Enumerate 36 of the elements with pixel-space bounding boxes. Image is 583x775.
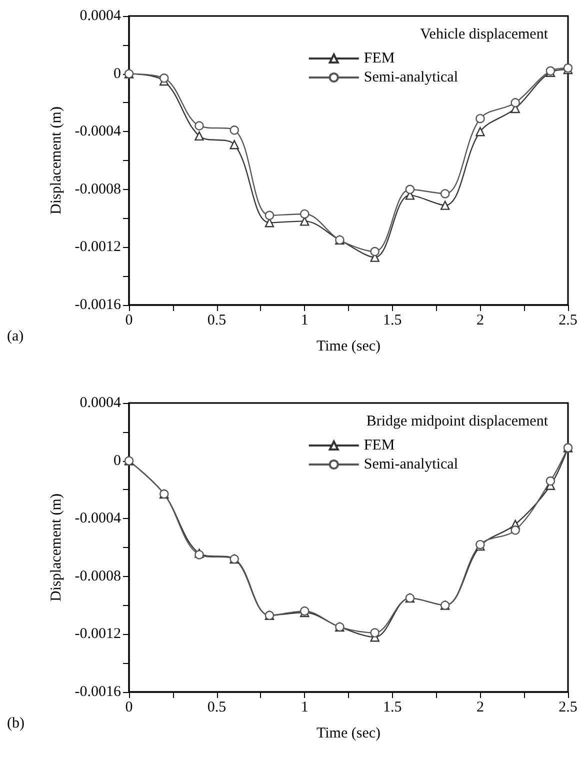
- legend-label: Semi-analytical: [364, 456, 458, 472]
- y-tick-label: -0.0008: [74, 568, 121, 584]
- y-tick-label: -0.0016: [74, 297, 122, 313]
- y-tick-label: 0: [114, 452, 121, 469]
- y-tick-label: 0: [114, 66, 121, 82]
- x-tick-label: 2: [476, 700, 484, 716]
- x-tick-label: 0: [125, 312, 133, 328]
- y-axis-title: Displacement (m): [48, 106, 64, 214]
- y-tick-label: -0.0012: [74, 239, 121, 256]
- legend-label: Semi-analytical: [364, 70, 458, 86]
- y-axis-title: Displacement (m): [48, 494, 64, 602]
- text: (a): [7, 328, 24, 344]
- y-tick-label: -0.0016: [74, 684, 122, 700]
- y-tick-label: 0.0004: [80, 8, 122, 24]
- x-tick-label: 0.5: [207, 700, 226, 716]
- x-tick-label: 2.5: [558, 700, 578, 716]
- x-axis-title: Time (sec): [316, 338, 381, 354]
- x-tick-label: 2.5: [558, 312, 578, 328]
- x-tick-label: 0.5: [207, 312, 226, 328]
- x-tick-label: 1: [300, 312, 308, 328]
- legend-label: FEM: [364, 50, 395, 66]
- x-tick-label: 1.5: [383, 700, 402, 716]
- legend-title: Bridge midpoint displacement: [366, 414, 549, 430]
- x-tick-label: 1: [300, 700, 308, 716]
- x-axis-title: Time (sec): [316, 726, 381, 742]
- legend-title: Vehicle displacement: [420, 26, 549, 42]
- x-tick-label: 1.5: [383, 312, 402, 328]
- y-tick-label: -0.0012: [74, 626, 121, 642]
- x-tick-label: 2: [476, 312, 484, 328]
- text: (b): [7, 716, 24, 732]
- y-tick-label: -0.0008: [74, 181, 121, 198]
- y-tick-label: 0.0004: [80, 395, 122, 411]
- y-tick-label: -0.0004: [74, 510, 122, 527]
- x-tick-label: 0: [125, 700, 133, 716]
- y-tick-label: -0.0004: [74, 124, 122, 140]
- legend-label: FEM: [364, 438, 395, 454]
